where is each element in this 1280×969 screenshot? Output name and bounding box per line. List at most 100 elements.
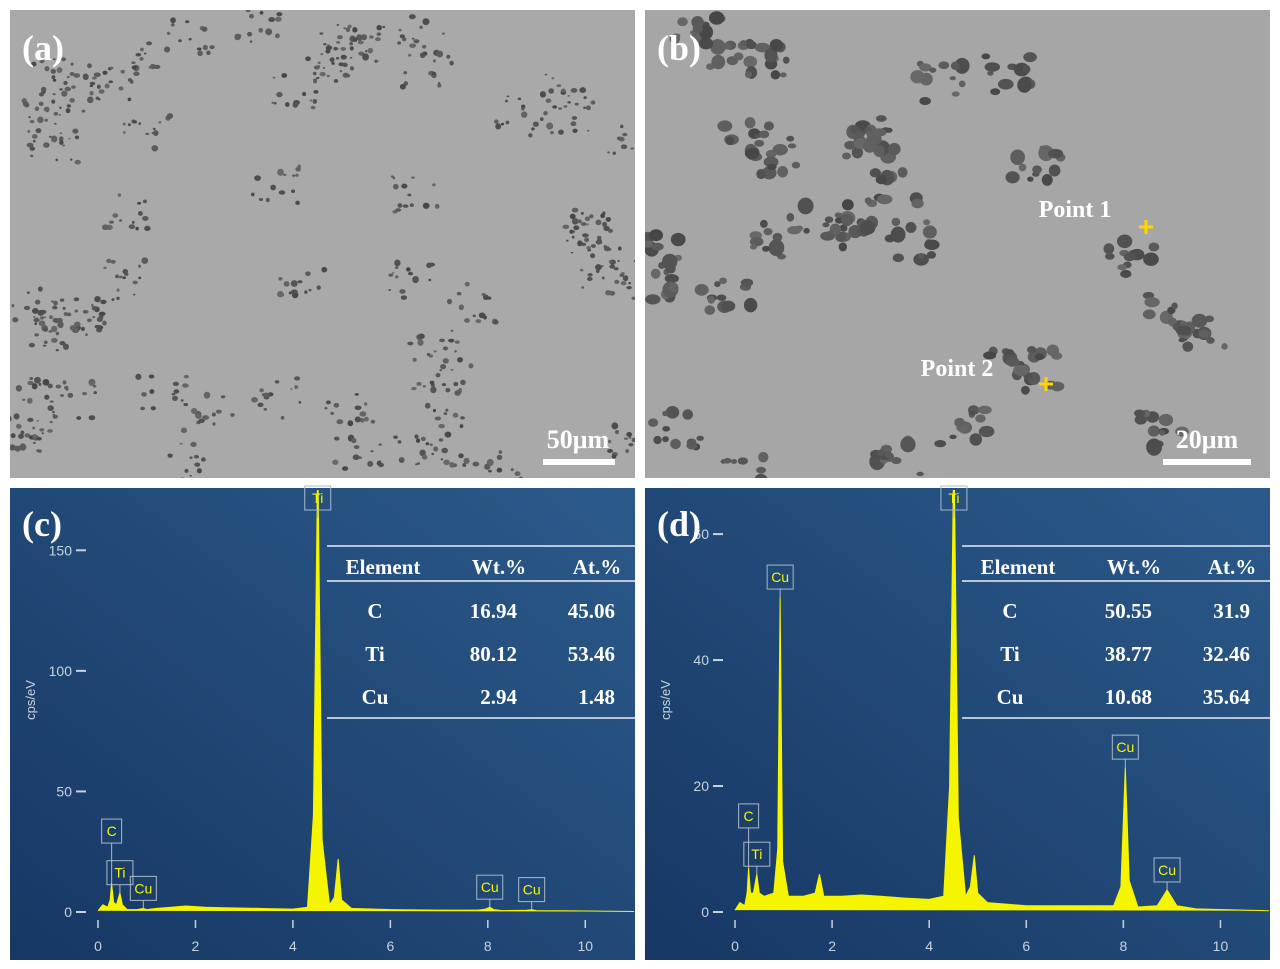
particle [397,440,402,444]
particle [727,480,741,489]
particle [723,457,732,464]
particle [364,50,368,53]
particle [419,52,426,59]
particle [354,416,361,423]
particle [581,286,585,289]
particle [351,438,357,444]
table-header: Wt.% [1107,555,1161,579]
particle [517,97,522,101]
particle [760,219,768,228]
particle [89,84,94,88]
particle [754,134,761,139]
particle [32,426,36,430]
particle [43,340,48,344]
particle [394,266,399,269]
particle [357,40,364,45]
particle [62,144,65,147]
particle [174,477,179,478]
particle [454,340,460,344]
particle [61,90,68,97]
peak-label-box [738,803,760,829]
particle [585,105,591,111]
particle [422,44,427,49]
peak-label-box [101,818,123,844]
particle [333,79,339,83]
particle [628,442,634,447]
particle [29,119,35,124]
particle [259,388,264,393]
particle [664,274,679,283]
particle [152,127,156,131]
particle [254,175,261,181]
particle [428,278,432,282]
particle [3,313,9,319]
particle [49,420,53,424]
particle [43,316,47,319]
particle [220,395,226,399]
particle [56,67,63,74]
table-cell: 2.94 [480,685,517,709]
particle [704,305,716,315]
particle [1103,243,1115,255]
particle [101,224,109,231]
particle [743,297,758,313]
particle [570,121,577,127]
particle [354,393,359,396]
particle [69,71,75,76]
particle [151,145,159,152]
particle [876,194,893,205]
particle [401,183,408,189]
particle [1041,173,1053,186]
particle [413,39,420,44]
particle [322,66,326,69]
particle [596,238,602,244]
particle [923,219,931,226]
particle [415,463,418,466]
particle [302,91,307,97]
particle [202,44,208,51]
particle [20,430,25,435]
particle [445,387,451,393]
particle [47,405,54,412]
particle [149,389,155,394]
particle [190,441,197,447]
particle [1171,302,1178,310]
particle [983,351,997,360]
particle [440,458,444,461]
particle [891,457,902,465]
particle [754,473,768,478]
particle [500,483,507,488]
peak-label: C [107,823,117,839]
particle [441,447,448,454]
table-cell: 32.46 [1203,642,1250,666]
particle [331,61,335,65]
particle [432,71,437,76]
particle [39,59,45,64]
particle [619,273,625,277]
particle [94,324,101,329]
peak-label: Cu [1116,739,1134,755]
particle [124,272,129,276]
particle [312,71,317,76]
particle [558,129,564,135]
particle [750,244,757,250]
particle [335,56,340,60]
particle [138,122,142,126]
particle [291,189,296,193]
particle [433,350,437,353]
particle [437,81,441,85]
particle [247,31,253,37]
particle [481,293,486,296]
particle [841,213,853,226]
particle [519,476,523,478]
particle [23,305,31,311]
particle [975,414,986,423]
particle [577,240,583,247]
particle [786,213,795,222]
table-cell: Ti [365,642,385,666]
particle [919,96,931,106]
spectrum [734,490,1270,912]
particle [27,397,33,404]
particle [661,253,678,270]
particle [571,116,578,120]
